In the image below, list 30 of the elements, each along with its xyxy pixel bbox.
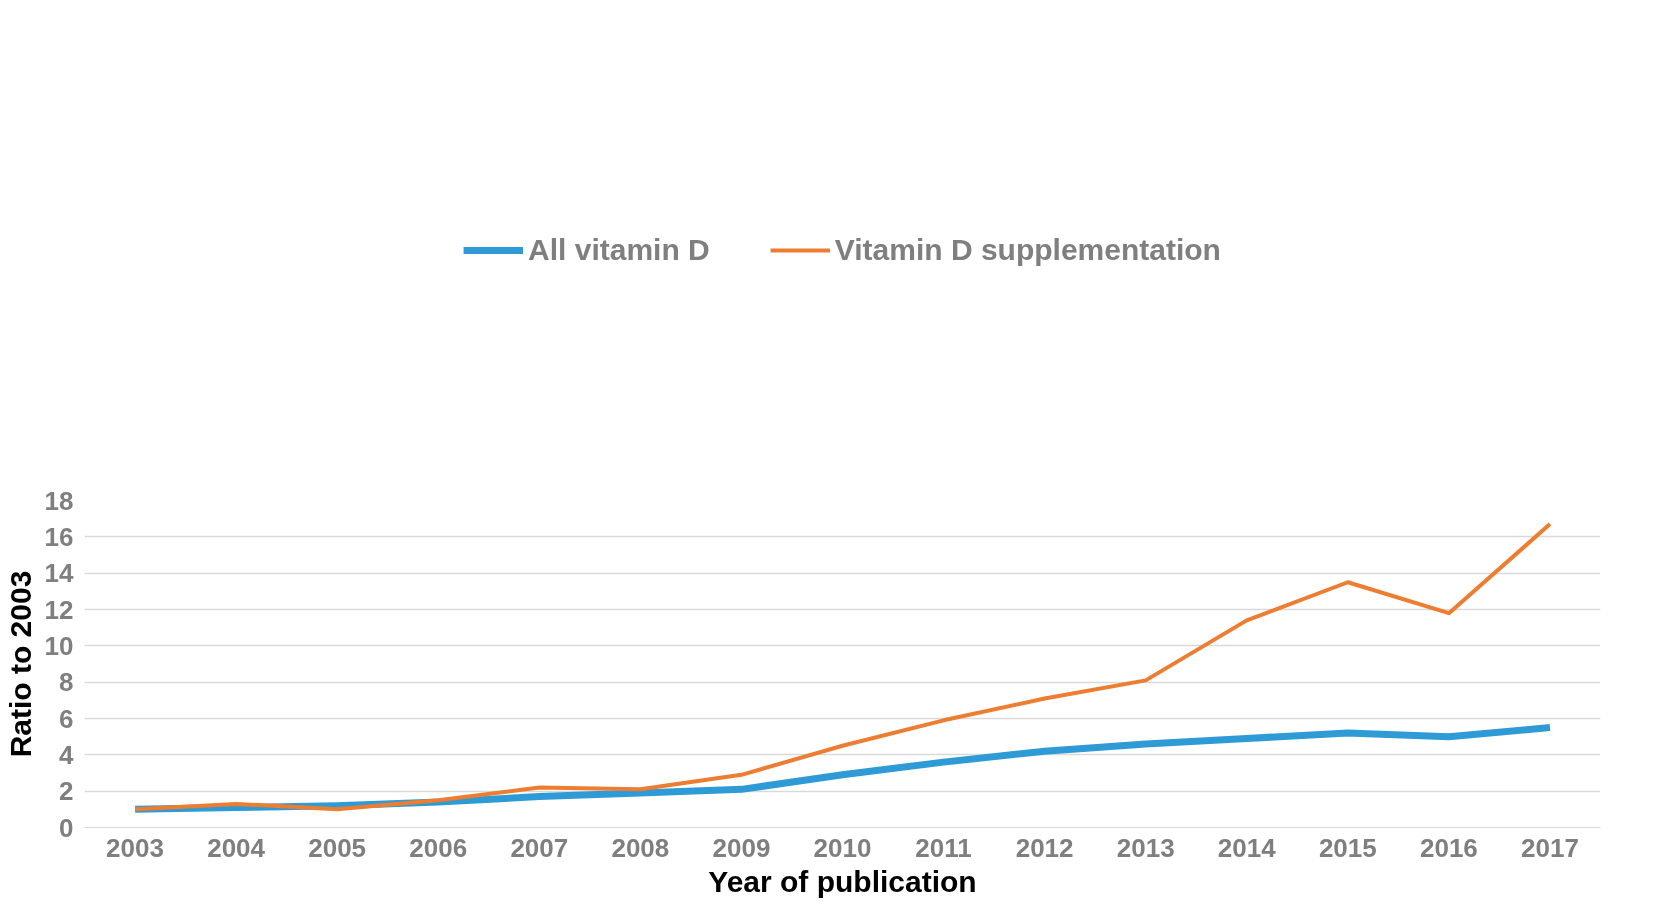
x-tick-label: 2016 [1419,832,1478,863]
x-tick-label: 2006 [409,832,468,863]
legend-label: All vitamin D [528,233,710,267]
x-tick-label: 2017 [1521,832,1579,863]
x-tick-label: 2007 [510,832,569,863]
y-tick-label: 4 [59,739,75,770]
x-tick-label: 2005 [308,832,367,863]
x-tick-label: 2004 [207,832,266,863]
x-axis-title: Year of publication [708,864,977,898]
x-tick-label: 2010 [813,832,872,863]
y-tick-label: 14 [44,558,75,589]
y-tick-label: 18 [44,485,74,516]
y-tick-label: 10 [44,630,74,661]
x-tick-label: 2014 [1217,832,1277,863]
line-series [133,522,1552,812]
y-tick-label: 0 [59,812,74,843]
x-tick-label: 2013 [1116,832,1175,863]
y-tick-label: 12 [44,594,74,625]
y-tick-label: 8 [59,667,74,698]
y-tick-label: 16 [44,521,74,552]
x-tick-label: 2015 [1318,832,1377,863]
x-tick-label: 2012 [1015,832,1074,863]
y-tick-label: 2 [59,776,74,807]
y-tick-label: 6 [59,703,74,734]
x-tick-label: 2003 [106,832,164,863]
y-axis-title: Ratio to 2003 [3,570,37,758]
legend-label: Vitamin D supplementation [834,233,1221,267]
x-tick-label: 2008 [611,832,670,863]
x-tick-label: 2011 [915,832,972,863]
x-tick-label: 2009 [712,832,771,863]
